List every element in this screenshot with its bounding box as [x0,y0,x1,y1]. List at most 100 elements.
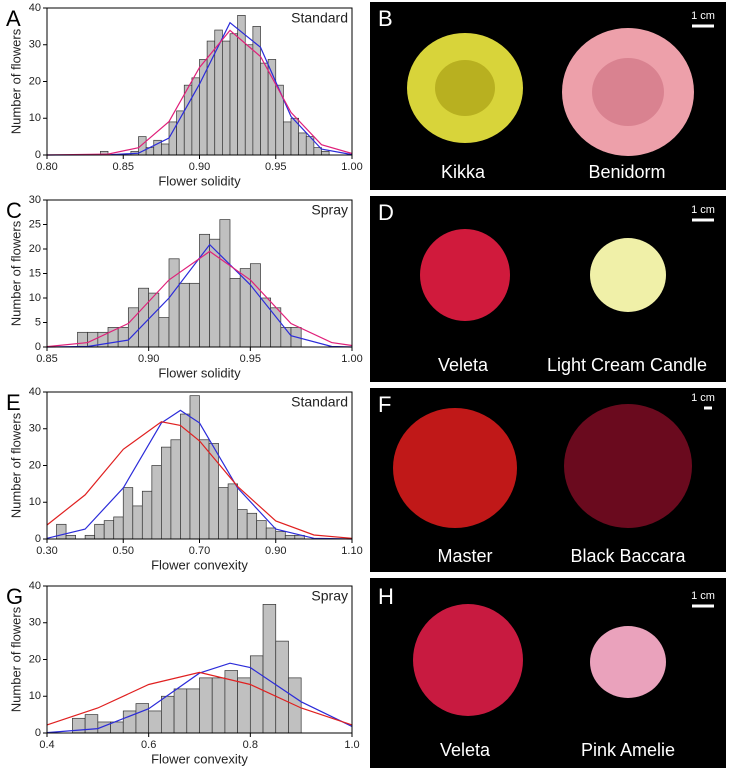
x-tick-label: 0.30 [36,545,57,557]
bar [229,33,238,156]
bar [141,490,153,540]
y-tick-label: 5 [35,316,41,328]
annotation: Spray [311,202,348,218]
y-tick-label: 10 [29,496,41,508]
flower [435,60,495,116]
y-tick-label: 40 [29,580,41,592]
panel-letter: A [6,6,21,31]
bar [256,520,267,540]
fit-curve [46,662,353,734]
y-tick-label: 30 [29,39,41,51]
bar [280,327,292,348]
bar [161,695,175,734]
bar [84,714,99,734]
y-tick-label: 40 [29,2,41,14]
x-tick-label: 0.80 [36,161,57,173]
bar [218,487,229,540]
bar [191,77,200,156]
x-tick-label: 0.90 [265,545,286,557]
scale-label: 1 cm [691,204,715,216]
bar [199,59,208,156]
bar [151,465,162,540]
photo-label: Kikka [441,162,486,182]
bar [222,40,231,156]
y-tick-label: 30 [29,194,41,206]
x-tick-label: 0.90 [138,353,159,365]
bar [188,282,200,348]
bar [244,44,254,156]
photo-label: Veleta [440,740,491,760]
bar [180,413,191,540]
bar [270,307,282,348]
flower [592,58,664,126]
bar [186,688,200,734]
bar [237,14,246,156]
scale-label: 1 cm [691,392,715,404]
chart-panel: A 0.80 0.85 0.90 0.95 1.00 0 10 20 30 40 Flower sol… [6,2,363,189]
bar [211,677,226,734]
x-tick-label: 1.00 [341,353,362,365]
bar [321,150,330,156]
annotation: Standard [291,10,348,26]
x-tick-label: 0.85 [36,353,57,365]
y-axis-label: Number of flowers [8,28,23,134]
panel-letter: C [6,198,22,223]
photo-label: Benidorm [588,162,665,182]
bar [117,327,129,348]
bar [265,527,277,540]
photo-label: Veleta [438,355,489,375]
flower [590,238,666,312]
x-axis-label: Flower solidity [158,365,241,380]
bar [161,143,170,156]
flower [393,408,517,528]
bar [168,258,180,348]
fit-curve [46,21,353,156]
y-tick-label: 30 [29,617,41,629]
bar [206,40,216,156]
bar [178,282,190,348]
y-axis-label: Number of flowers [8,606,23,712]
y-tick-label: 0 [35,149,41,161]
bar [298,132,307,156]
y-tick-label: 30 [29,423,41,435]
x-tick-label: 0.85 [113,161,134,173]
bar [158,317,170,348]
x-tick-label: 1.0 [344,739,359,751]
bar [249,655,264,734]
scale-label: 1 cm [691,590,715,602]
bar [275,640,289,734]
panel-letter: F [378,392,391,417]
bar [246,512,258,540]
flower [420,229,510,321]
bar [183,84,193,156]
x-tick-label: 0.4 [39,739,54,751]
fit-curve [46,409,353,540]
bar [84,534,96,540]
flower [564,404,692,528]
bar [229,278,241,348]
photo-panel: F 1 cm Master Black Baccara [370,388,726,572]
bar [275,531,286,540]
bar [122,487,134,540]
chart-panel: E 0.30 0.50 0.70 0.90 1.10 0 10 20 30 40 Flower con… [6,386,363,573]
bar [113,516,124,540]
x-axis-label: Flower convexity [151,751,248,766]
annotation: Spray [311,588,348,604]
y-tick-label: 0 [35,533,41,545]
panel-letter: B [378,6,393,31]
panel-letter: G [6,584,23,609]
y-tick-label: 20 [29,243,41,255]
x-tick-label: 0.6 [141,739,156,751]
photo-panel: H 1 cm Veleta Pink Amelie [370,578,726,768]
bar [237,509,248,540]
flower [590,626,666,698]
bar [148,292,160,348]
flower [413,604,523,716]
x-tick-label: 0.70 [189,545,210,557]
y-tick-label: 25 [29,218,41,230]
bar [237,677,251,734]
panel-letter: E [6,390,21,415]
x-tick-label: 0.90 [189,161,210,173]
x-tick-label: 0.95 [265,161,286,173]
